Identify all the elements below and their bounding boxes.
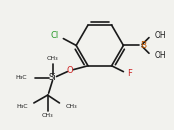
Text: OH: OH bbox=[155, 31, 167, 40]
Text: CH₃: CH₃ bbox=[65, 104, 77, 109]
Text: OH: OH bbox=[155, 51, 167, 60]
Text: F: F bbox=[127, 69, 132, 78]
Text: O: O bbox=[67, 66, 74, 75]
Text: H₃C: H₃C bbox=[16, 104, 28, 109]
Text: CH₃: CH₃ bbox=[42, 113, 53, 118]
Text: B: B bbox=[140, 41, 146, 50]
Text: CH₃: CH₃ bbox=[47, 56, 58, 61]
Text: Si: Si bbox=[49, 73, 56, 82]
Text: Cl: Cl bbox=[50, 31, 59, 40]
Text: H₃C: H₃C bbox=[15, 75, 27, 80]
